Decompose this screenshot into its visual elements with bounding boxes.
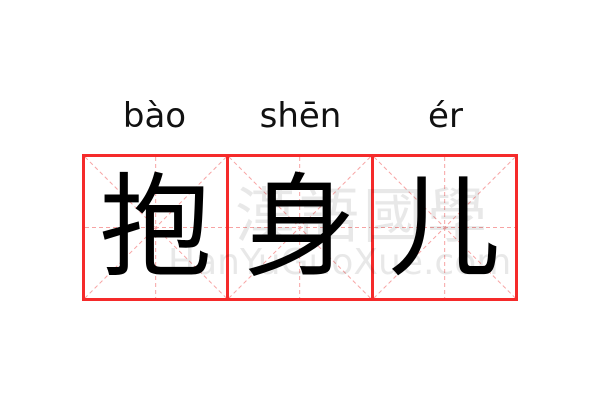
grid-guides	[374, 157, 515, 298]
grid-guides	[229, 157, 370, 298]
character-cell-1: 抱	[85, 157, 226, 298]
pinyin-1: bào	[122, 96, 187, 136]
character-cell-2: 身	[226, 157, 370, 298]
character-grid: 抱 身 儿	[82, 154, 518, 301]
character-2: 身	[243, 162, 356, 293]
character-cell-3: 儿	[370, 157, 515, 298]
character-1: 抱	[99, 162, 212, 293]
grid-guides	[85, 157, 226, 298]
pinyin-3: ér	[428, 96, 463, 136]
pinyin-2: shēn	[259, 96, 342, 136]
character-3: 儿	[388, 162, 501, 293]
